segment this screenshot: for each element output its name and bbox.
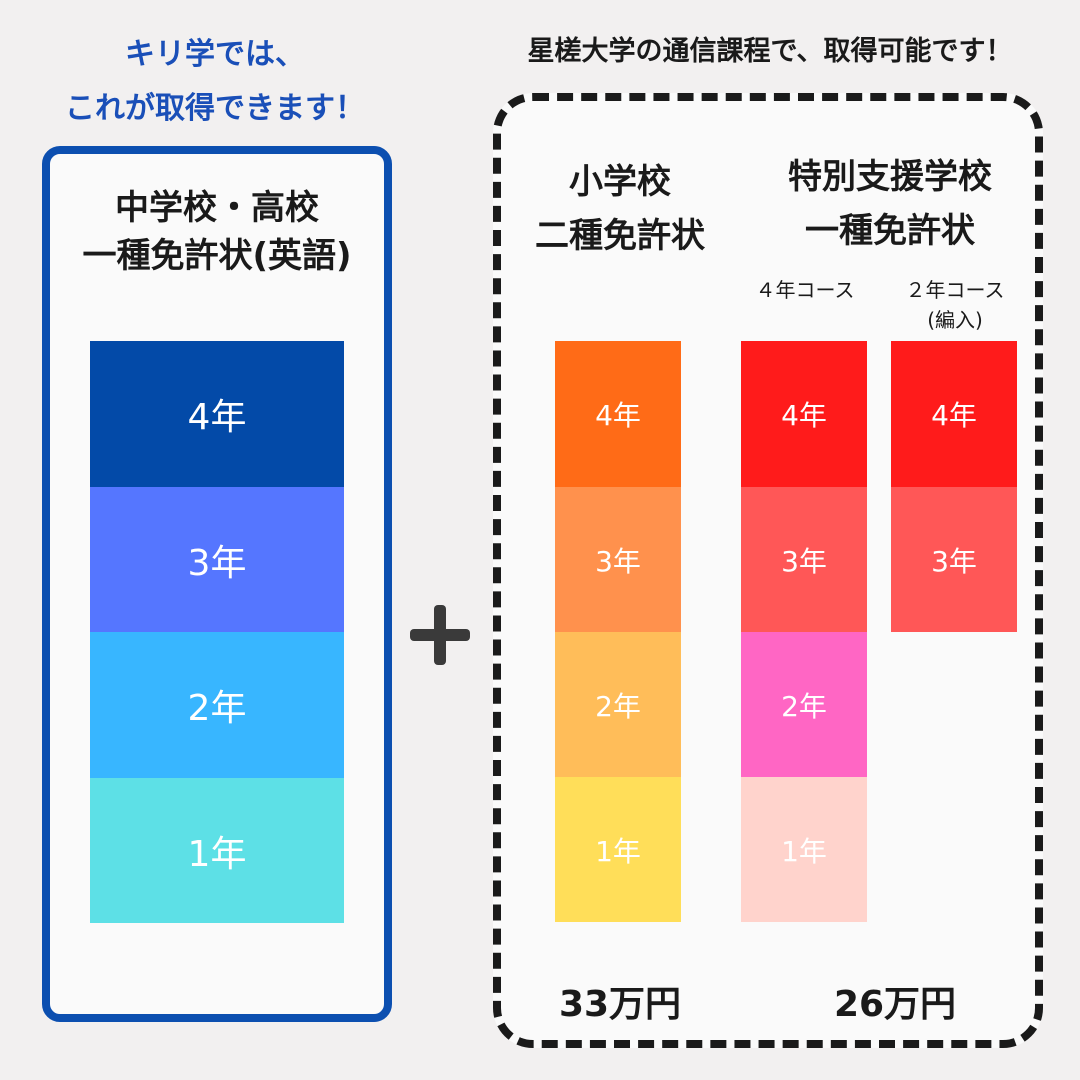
english-license-title-line-2: 一種免許状(英語) <box>82 236 352 276</box>
plus-icon <box>410 605 470 665</box>
special-license-title-line-2: 一種免許状 <box>805 211 975 251</box>
elementary-license-title-line-1: 小学校 <box>569 162 671 202</box>
special-price: 26万円 <box>833 984 957 1025</box>
special-4year-year-3: 3年 <box>741 487 867 632</box>
elementary-price: 33万円 <box>558 984 682 1025</box>
special-license-title: 特別支援学校 一種免許状 <box>740 150 1040 258</box>
english-year-1: 1年 <box>90 778 344 923</box>
english-license-title-line-1: 中学校・高校 <box>115 188 319 228</box>
left-headline-line-1: キリ学では、 <box>125 37 305 72</box>
course-4year-label: ４年コース <box>755 278 855 302</box>
elementary-year-3: 3年 <box>555 487 681 632</box>
english-year-2: 2年 <box>90 632 344 778</box>
elementary-license-title-line-2: 二種免許状 <box>535 216 705 256</box>
course-2year-label-line-2: (編入) <box>927 308 983 332</box>
course-2year-label-line-1: ２年コース <box>905 278 1005 302</box>
special-4year-year-1: 1年 <box>741 777 867 922</box>
english-year-4: 4年 <box>90 341 344 487</box>
english-license-title: 中学校・高校 一種免許状(英語) <box>50 184 384 280</box>
elementary-license-title: 小学校 二種免許状 <box>510 155 730 263</box>
special-4year-year-2: 2年 <box>741 632 867 777</box>
english-license-card: 中学校・高校 一種免許状(英語) 4年 3年 2年 1年 <box>42 146 392 1022</box>
special-4year-year-4: 4年 <box>741 341 867 487</box>
elementary-year-4: 4年 <box>555 341 681 487</box>
left-headline-line-2: これが取得できます！ <box>65 91 365 126</box>
special-2year-year-4: 4年 <box>891 341 1017 487</box>
elementary-year-1: 1年 <box>555 777 681 922</box>
elementary-year-2: 2年 <box>555 632 681 777</box>
special-2year-year-3: 3年 <box>891 487 1017 632</box>
english-year-3: 3年 <box>90 487 344 632</box>
left-headline: キリ学では、 これが取得できます！ <box>0 28 430 136</box>
course-2year-label: ２年コース (編入) <box>880 275 1030 335</box>
special-license-title-line-1: 特別支援学校 <box>788 157 992 197</box>
right-headline: 星槎大学の通信課程で、取得可能です！ <box>527 36 1013 67</box>
